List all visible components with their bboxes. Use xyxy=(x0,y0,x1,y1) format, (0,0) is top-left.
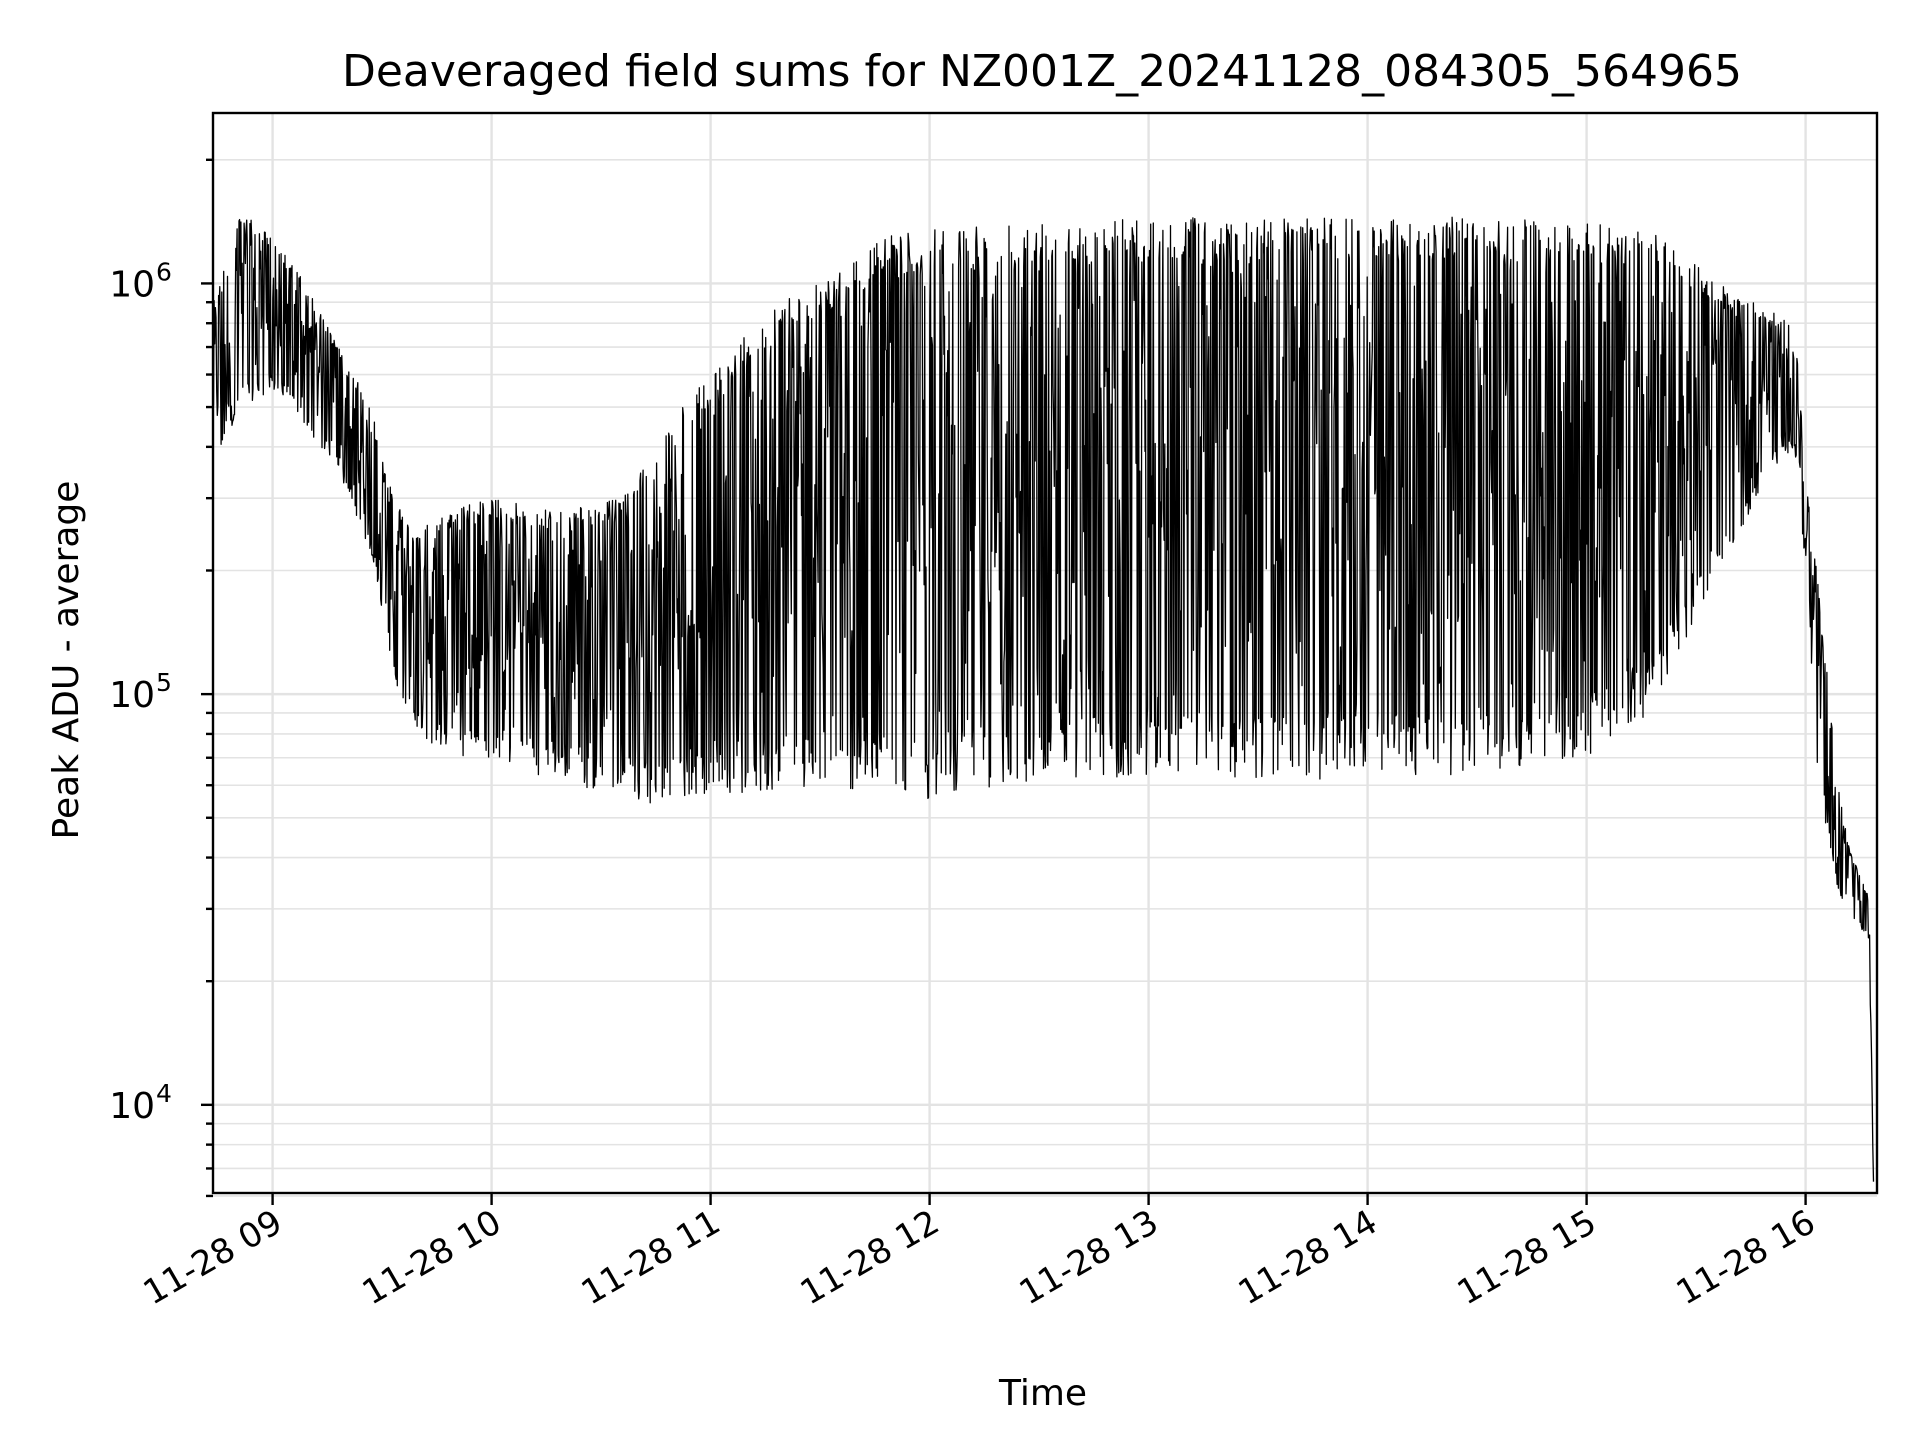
y-tick-exponent: 4 xyxy=(156,1079,172,1108)
y-axis-label: Peak ADU - average xyxy=(46,481,87,840)
plot-frame xyxy=(211,111,1879,1195)
y-tick-label: 10 xyxy=(109,1086,155,1127)
chart-title: Deaveraged field sums for NZ001Z_2024112… xyxy=(342,46,1742,97)
x-tick-label: 11-28 11 xyxy=(575,1202,727,1313)
x-tick-label: 11-28 09 xyxy=(137,1202,289,1313)
y-tick-exponent: 5 xyxy=(156,668,172,697)
x-tick-label: 11-28 16 xyxy=(1670,1202,1822,1313)
x-ticks: 11-28 09 11-28 10 11-28 11 11-28 12 11-28 13… xyxy=(137,1193,1822,1313)
x-tick-label: 11-28 14 xyxy=(1232,1202,1384,1313)
x-tick-label: 11-28 15 xyxy=(1451,1202,1603,1313)
y-tick-exponent: 6 xyxy=(156,257,172,286)
series-line xyxy=(212,216,1875,1182)
y-tick-label: 10 xyxy=(109,264,155,305)
x-tick-label: 11-28 13 xyxy=(1013,1202,1165,1313)
x-axis-label: Time xyxy=(998,1373,1087,1414)
x-tick-label: 11-28 10 xyxy=(356,1202,508,1313)
x-tick-label: 11-28 12 xyxy=(794,1202,946,1313)
y-tick-label: 10 xyxy=(109,675,155,716)
